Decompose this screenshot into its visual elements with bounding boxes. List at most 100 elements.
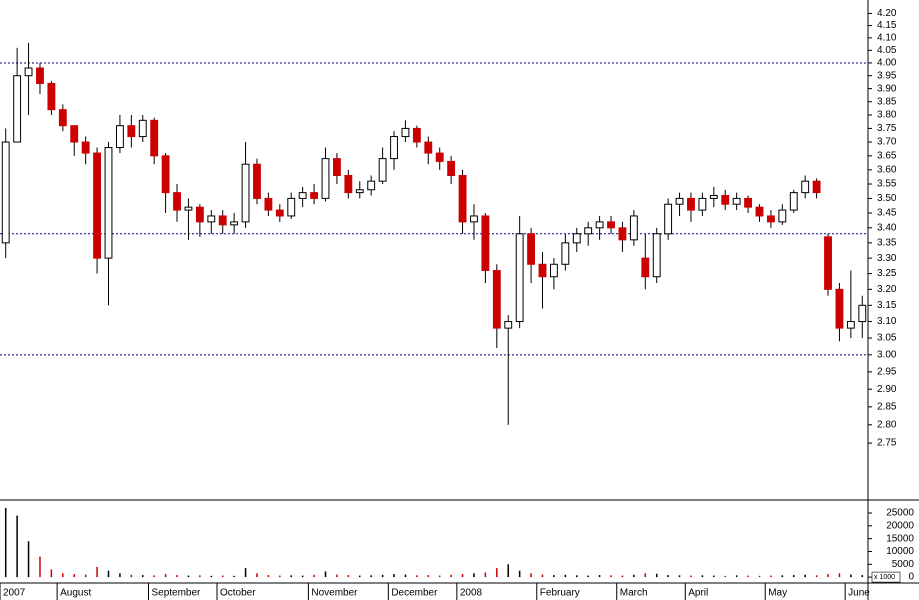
candle-body [675, 197, 684, 205]
candle-body [81, 141, 90, 154]
y-tick-label: 3.30 [877, 253, 897, 264]
candle-body [344, 174, 353, 194]
volume-bar [758, 575, 761, 578]
x-tick-label: August [60, 588, 91, 599]
candle-body [24, 67, 33, 77]
y-tick-label: 3.40 [877, 222, 897, 233]
volume-bar [244, 568, 247, 578]
volume-bar [655, 573, 658, 578]
candle-body [835, 288, 844, 329]
volume-tick-label: 5000 [892, 559, 915, 570]
candle-body [812, 180, 821, 194]
candle-body [230, 221, 239, 226]
candle-body [321, 158, 330, 199]
candle-body [127, 125, 136, 138]
volume-bar [142, 575, 144, 578]
candle-body [778, 209, 787, 223]
volume-bar [461, 574, 464, 578]
volume-bar [713, 575, 715, 578]
candle-body [447, 160, 456, 176]
y-tick-label: 3.95 [877, 70, 897, 81]
candle-body [504, 321, 513, 329]
y-tick-label: 3.10 [877, 316, 897, 327]
volume-bar [484, 572, 487, 578]
candle-body [1, 141, 10, 244]
volume-bar [164, 574, 167, 578]
x-tick-label: May [768, 588, 787, 599]
volume-bar [598, 575, 601, 578]
volume-unit-label: x 1000 [874, 574, 895, 581]
volume-bar [770, 575, 772, 578]
volume-bar [221, 575, 224, 578]
candle-body [161, 155, 170, 194]
volume-bar [610, 575, 612, 578]
candle-body [298, 192, 307, 199]
volume-bar [815, 575, 818, 578]
volume-bar [701, 575, 704, 578]
candle-body [755, 206, 764, 217]
volume-bar [370, 575, 372, 578]
y-tick-label: 3.05 [877, 333, 897, 344]
candle-body [709, 195, 718, 199]
candle-body [138, 119, 147, 138]
candle-body [629, 215, 638, 241]
volume-bar [735, 575, 738, 578]
candle-body [173, 192, 181, 211]
candle-body [801, 180, 810, 194]
y-tick-label: 2.90 [877, 384, 897, 395]
volume-bar [290, 575, 292, 578]
x-tick-label: April [688, 588, 708, 599]
candle-body [584, 227, 593, 235]
y-tick-label: 3.00 [877, 349, 897, 360]
candle-body [241, 163, 250, 223]
volume-bar [518, 570, 521, 578]
candle-body [687, 197, 695, 211]
candle-body [789, 192, 798, 211]
volume-bar [84, 574, 87, 578]
candle-body [310, 192, 319, 199]
candle-body [527, 233, 536, 265]
candle-body [367, 180, 376, 191]
y-tick-label: 4.00 [877, 58, 897, 69]
candle-body [13, 75, 22, 143]
y-tick-label: 4.20 [877, 8, 897, 19]
candle-body [641, 257, 650, 278]
volume-bar [153, 575, 155, 578]
y-tick-label: 3.25 [877, 268, 897, 279]
volume-bar [279, 575, 281, 578]
volume-bar [861, 575, 864, 578]
volume-bar [176, 575, 178, 578]
y-tick-label: 3.85 [877, 96, 897, 107]
candle-body [150, 119, 159, 157]
candle-body [538, 263, 547, 278]
volume-bar [473, 573, 475, 578]
volume-bar [838, 573, 841, 578]
volume-bar [336, 574, 338, 578]
candle-body [664, 203, 673, 235]
volume-bar [404, 574, 407, 578]
volume-bar [27, 541, 30, 578]
volume-bar [450, 574, 452, 578]
candle-body [846, 321, 855, 329]
x-tick-label: 2007 [3, 588, 26, 599]
volume-bar [267, 575, 270, 578]
volume-bar [4, 507, 7, 578]
candle-body [412, 127, 421, 143]
candle-body [104, 147, 113, 259]
volume-bar [633, 574, 635, 578]
volume-bar [507, 564, 509, 578]
volume-bar [210, 575, 213, 578]
candle-body [721, 195, 730, 205]
volume-tick-label: 10000 [886, 546, 914, 557]
y-tick-label: 2.80 [877, 419, 897, 430]
volume-bar [576, 575, 578, 578]
y-tick-label: 3.15 [877, 300, 897, 311]
candle-body [435, 152, 444, 162]
candle-body [195, 206, 204, 223]
candle-body [824, 236, 832, 290]
volume-bar [62, 573, 64, 578]
volume-bar [438, 575, 441, 578]
candle-body [115, 125, 124, 149]
volume-bar [747, 575, 749, 578]
volume-bar [16, 515, 18, 578]
